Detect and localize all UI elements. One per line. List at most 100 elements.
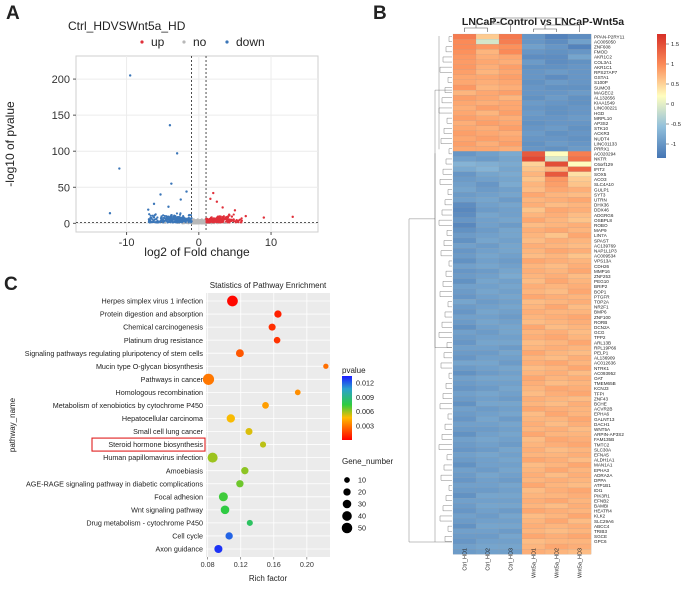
heatmap-cell [452, 380, 477, 387]
enrichment-point [259, 441, 267, 448]
heatmap-row-label: DDX46 [594, 208, 609, 213]
volcano-point [201, 220, 204, 223]
heatmap-cell [521, 64, 546, 70]
heatmap-cell [567, 176, 592, 183]
enrichment-point [220, 505, 230, 515]
enrichment-x-ticks: 0.08 0.12 0.16 0.20 [201, 557, 314, 569]
heatmap-cell [452, 39, 477, 45]
heatmap-cell [521, 232, 546, 239]
gene-number-legend-dot [341, 522, 353, 534]
heatmap-cell [521, 396, 546, 402]
heatmap-cell [521, 482, 546, 489]
heatmap-row-label: PRRX1 [594, 147, 610, 152]
heatmap-cell [475, 334, 500, 341]
heatmap-row-label: EPHA3 [594, 468, 610, 473]
heatmap-cell [475, 401, 500, 407]
pathway-label: AGE-RAGE signaling pathway in diabetic c… [26, 479, 203, 488]
volcano-point [180, 221, 184, 224]
heatmap-row-label: GPC6 [594, 539, 607, 544]
heatmap-cell [544, 120, 569, 127]
heatmap-cell [521, 125, 546, 132]
heatmap-cell [544, 355, 569, 361]
heatmap-cell [544, 151, 569, 157]
heatmap-cell [498, 380, 523, 387]
heatmap-cell [521, 472, 546, 478]
heatmap-column-label: Wnt5a_HD3 [578, 548, 584, 578]
heatmap-cell [475, 95, 500, 101]
heatmap-cell [452, 192, 477, 198]
heatmap-cell [498, 84, 523, 91]
heatmap-column-label: Ctrl_HD2 [486, 548, 492, 571]
heatmap-cell [567, 339, 592, 346]
volcano-point [218, 215, 221, 218]
heatmap-cell [498, 385, 523, 392]
heatmap-cell [498, 186, 523, 193]
heatmap-row-label: ROBO [594, 223, 608, 228]
heatmap-cell [521, 498, 546, 504]
heatmap-cell [521, 74, 546, 81]
heatmap-cell [475, 84, 500, 91]
heatmap-cell [452, 482, 477, 489]
heatmap-cell [452, 54, 477, 60]
heatmap-cell [567, 360, 592, 366]
volcano-point-highlight [262, 216, 266, 219]
heatmap-cell [498, 105, 523, 111]
heatmap-column-labels: Ctrl_HD1 Ctrl_HD2 Ctrl_HD3 Wnt5a_HD1 Wnt5a_H… [463, 548, 584, 578]
heatmap-row-label: PEG10 [594, 279, 609, 284]
heatmap-row-label: HGD [594, 111, 605, 116]
heatmap-cell [567, 59, 592, 65]
heatmap-cell [452, 120, 477, 127]
heatmap-cell [521, 487, 546, 494]
volcano-point [149, 214, 152, 217]
highlight-box [91, 437, 206, 452]
heatmap-cell [544, 248, 569, 254]
volcano-point [172, 217, 175, 220]
heatmap-cell [567, 355, 592, 361]
heatmap-cell [521, 421, 546, 427]
heatmap-cell [475, 151, 500, 157]
heatmap-cell [567, 212, 592, 218]
heatmap-row-label: NR2F1 [594, 305, 609, 310]
heatmap-column-label: Wnt5a_HD2 [555, 548, 561, 578]
volcano-point [154, 221, 157, 224]
gene-number-legend-dot [344, 477, 350, 483]
heatmap-cell [544, 186, 569, 193]
heatmap-cell [475, 360, 500, 366]
heatmap-cell [452, 365, 477, 371]
heatmap-row-label: ACVR2B [594, 407, 612, 412]
heatmap-cell [452, 411, 477, 417]
heatmap-cell [498, 253, 523, 259]
heatmap-cells [452, 33, 592, 555]
heatmap-cell [475, 202, 500, 208]
heatmap-cell [544, 406, 569, 412]
heatmap-row-label: COL3A1 [594, 60, 612, 65]
heatmap-cell [475, 54, 500, 60]
heatmap-cell [567, 90, 592, 96]
heatmap-title: LNCaP-Control vs LNCaP-Wnt5a [462, 16, 624, 28]
colorbar-tick-label: 1.5 [671, 42, 679, 48]
heatmap-cell [544, 115, 569, 121]
volcano-point [161, 218, 165, 221]
volcano-point [174, 214, 177, 218]
heatmap-cell [544, 350, 569, 356]
volcano-point [170, 217, 173, 220]
heatmap-cell [498, 482, 523, 489]
heatmap-cell [475, 39, 500, 45]
heatmap-cell [498, 370, 523, 376]
volcano-point [177, 218, 180, 221]
heatmap-row-label: SUMO3 [594, 85, 611, 90]
volcano-point-highlight [170, 182, 173, 185]
volcano-point [167, 220, 170, 224]
heatmap-cell [544, 492, 569, 499]
gene-number-legend-label: 40 [358, 512, 366, 521]
heatmap-row-label: AC093952 [594, 371, 616, 376]
heatmap-cell [452, 33, 477, 40]
heatmap-cell [452, 253, 477, 259]
heatmap-cell [475, 365, 500, 371]
heatmap-cell [452, 278, 477, 285]
heatmap-cell [498, 237, 523, 244]
heatmap-cell [452, 44, 477, 50]
heatmap-cell [452, 232, 477, 239]
heatmap-cell [498, 44, 523, 50]
heatmap-row-label: HEATR4 [594, 509, 612, 514]
